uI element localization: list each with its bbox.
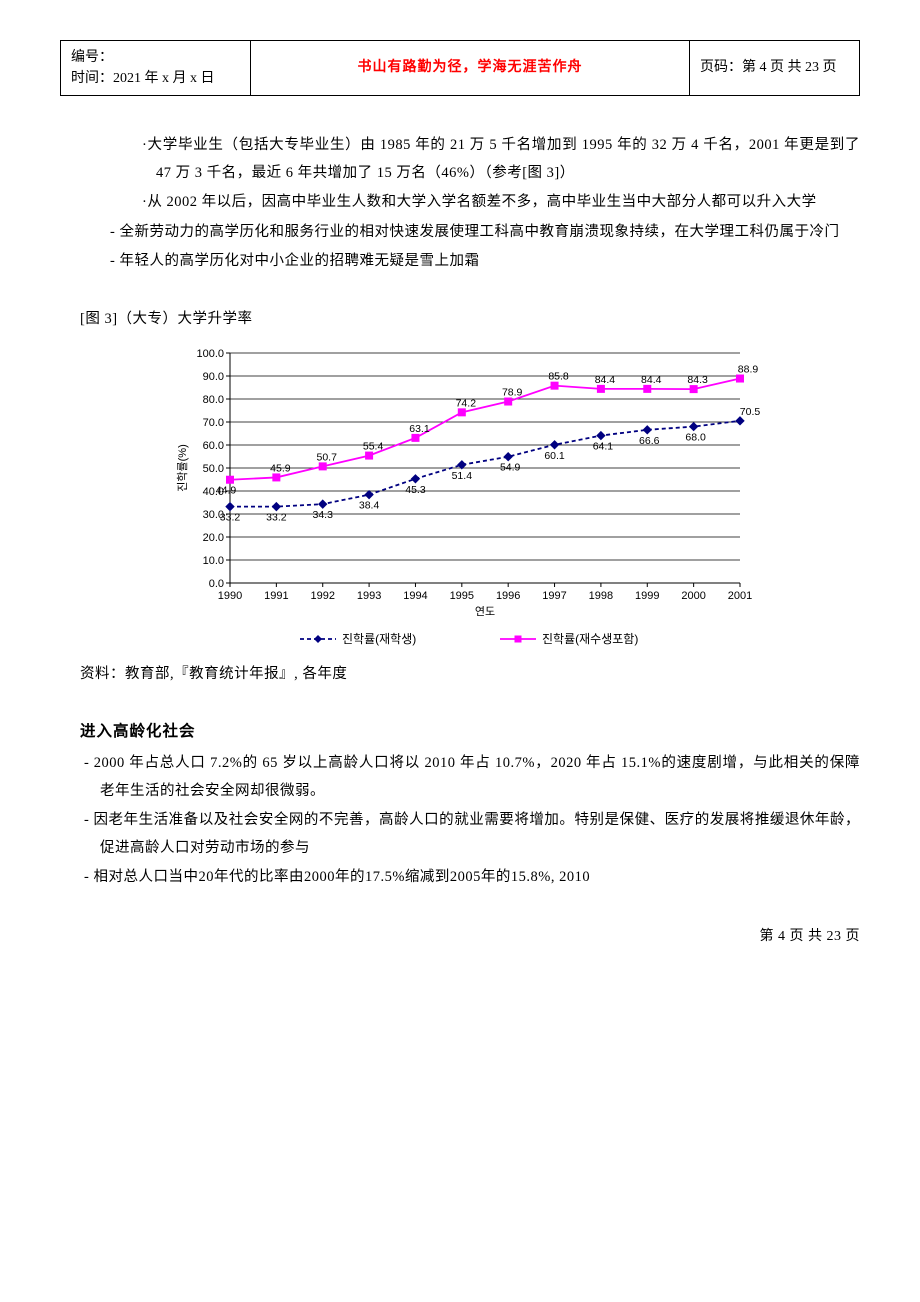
- svg-text:10.0: 10.0: [203, 555, 224, 567]
- svg-text:33.2: 33.2: [220, 512, 241, 524]
- svg-text:84.3: 84.3: [687, 374, 708, 386]
- svg-text:1997: 1997: [542, 590, 566, 602]
- svg-text:100.0: 100.0: [196, 348, 224, 360]
- svg-text:50.7: 50.7: [317, 452, 338, 464]
- figure3-caption: [图 3]（大专）大学升学率: [80, 306, 860, 334]
- body-block-2: - 2000 年占总人口 7.2%的 65 岁以上高龄人口将以 2010 年占 …: [68, 750, 860, 892]
- svg-text:66.6: 66.6: [639, 435, 660, 447]
- svg-text:1994: 1994: [403, 590, 427, 602]
- svg-text:68.0: 68.0: [685, 432, 706, 444]
- dash-1: - 全新劳动力的高学历化和服务行业的相对快速发展使理工科高中教育崩溃现象持续，在…: [68, 219, 860, 247]
- svg-text:64.1: 64.1: [593, 441, 614, 453]
- svg-text:연도: 연도: [475, 605, 495, 618]
- svg-text:50.0: 50.0: [203, 463, 224, 475]
- svg-text:70.0: 70.0: [203, 417, 224, 429]
- svg-text:44.9: 44.9: [216, 485, 237, 497]
- svg-text:74.2: 74.2: [456, 398, 477, 410]
- source-line: 资料：教育部,『教育统计年报』, 各年度: [80, 661, 860, 689]
- svg-text:1990: 1990: [218, 590, 242, 602]
- bullet-1: ·大学毕业生（包括大专毕业生）由 1985 年的 21 万 5 千名增加到 19…: [68, 132, 860, 187]
- page-header-table: 编号： 时间：2021 年 x 月 x 日 书山有路勤为径，学海无涯苦作舟 页码…: [60, 40, 860, 96]
- dash-2: - 年轻人的高学历化对中小企业的招聘难无疑是雪上加霜: [68, 248, 860, 276]
- svg-text:2001: 2001: [728, 590, 752, 602]
- svg-text:1995: 1995: [450, 590, 474, 602]
- svg-text:1991: 1991: [264, 590, 288, 602]
- svg-text:진학률(재수생포함): 진학률(재수생포함): [542, 632, 638, 646]
- svg-text:85.8: 85.8: [548, 371, 569, 383]
- svg-text:84.4: 84.4: [595, 374, 616, 386]
- svg-text:1993: 1993: [357, 590, 381, 602]
- svg-text:80.0: 80.0: [203, 394, 224, 406]
- svg-text:1998: 1998: [589, 590, 613, 602]
- svg-text:63.1: 63.1: [409, 423, 430, 435]
- svg-text:2000: 2000: [681, 590, 705, 602]
- header-right-cell: 页码：第 4 页 共 23 页: [690, 41, 860, 96]
- svg-text:70.5: 70.5: [740, 406, 760, 418]
- body-block-1: ·大学毕业生（包括大专毕业生）由 1985 年的 21 万 5 千名增加到 19…: [68, 132, 860, 276]
- chart-container: 0.010.020.030.040.050.060.070.080.090.01…: [160, 343, 760, 653]
- svg-text:1992: 1992: [310, 590, 334, 602]
- header-center-cell: 书山有路勤为径，学海无涯苦作舟: [251, 41, 690, 96]
- svg-text:38.4: 38.4: [359, 500, 380, 512]
- svg-text:1996: 1996: [496, 590, 520, 602]
- svg-text:84.4: 84.4: [641, 374, 662, 386]
- svg-text:90.0: 90.0: [203, 371, 224, 383]
- svg-text:60.1: 60.1: [544, 450, 565, 462]
- aging-p3: - 相对总人口当中20年代的比率由2000年的17.5%缩减到2005年的15.…: [68, 864, 860, 892]
- svg-text:1999: 1999: [635, 590, 659, 602]
- aging-p2: - 因老年生活准备以及社会安全网的不完善，高龄人口的就业需要将增加。特别是保健、…: [68, 807, 860, 862]
- svg-text:진학률(재학생): 진학률(재학생): [342, 632, 416, 646]
- svg-text:0.0: 0.0: [209, 578, 224, 590]
- svg-text:34.3: 34.3: [313, 509, 334, 521]
- svg-text:45.9: 45.9: [270, 463, 291, 475]
- aging-p1: - 2000 年占总人口 7.2%的 65 岁以上高龄人口将以 2010 年占 …: [68, 750, 860, 805]
- header-left-cell: 编号： 时间：2021 年 x 月 x 日: [61, 41, 251, 96]
- svg-text:88.9: 88.9: [738, 364, 759, 376]
- svg-text:55.4: 55.4: [363, 441, 384, 453]
- svg-text:78.9: 78.9: [502, 387, 523, 399]
- section-title-aging: 进入高龄化社会: [80, 717, 860, 746]
- bullet-2: ·从 2002 年以后，因高中毕业生人数和大学入学名额差不多，高中毕业生当中大部…: [68, 189, 860, 217]
- svg-text:51.4: 51.4: [452, 470, 473, 482]
- page-footer: 第 4 页 共 23 页: [60, 924, 860, 951]
- header-date-line: 时间：2021 年 x 月 x 日: [71, 68, 240, 89]
- svg-text:60.0: 60.0: [203, 440, 224, 452]
- header-id-line: 编号：: [71, 47, 240, 68]
- svg-text:33.2: 33.2: [266, 512, 287, 524]
- line-chart: 0.010.020.030.040.050.060.070.080.090.01…: [160, 343, 760, 653]
- svg-text:20.0: 20.0: [203, 532, 224, 544]
- svg-text:54.9: 54.9: [500, 462, 521, 474]
- svg-text:진학률(%): 진학률(%): [176, 445, 189, 492]
- svg-text:45.3: 45.3: [405, 484, 426, 496]
